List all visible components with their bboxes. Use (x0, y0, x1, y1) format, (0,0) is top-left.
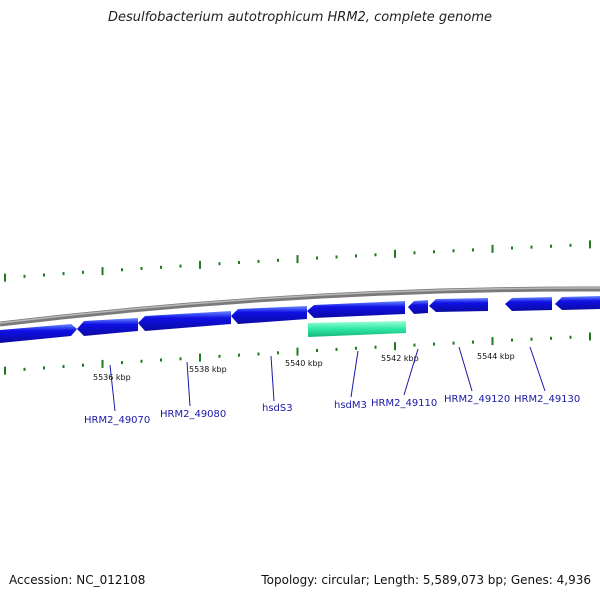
gene-label-leaders (109, 346, 546, 412)
genome-backbone (0, 286, 600, 327)
inner-tick-marks (4, 332, 591, 375)
gene-label[interactable]: hsdM3 (334, 400, 367, 411)
gene-arrow[interactable] (505, 297, 552, 311)
genome-summary: Topology: circular; Length: 5,589,073 bp… (261, 573, 591, 587)
gene-label[interactable]: HRM2_49070 (84, 415, 150, 426)
outer-tick-marks (4, 240, 591, 282)
gene-arrow[interactable] (138, 311, 231, 331)
gene-track (0, 296, 600, 343)
gene-arrow[interactable] (408, 300, 428, 314)
gene-label[interactable]: HRM2_49120 (444, 394, 510, 405)
gene-label[interactable]: HRM2_49080 (160, 409, 226, 420)
accession-label: Accession: NC_012108 (9, 573, 146, 587)
gene-arrow[interactable] (307, 301, 405, 318)
scale-label: 5538 kbp (189, 365, 227, 374)
scale-label: 5540 kbp (285, 359, 323, 368)
gene-arrow[interactable] (555, 296, 600, 310)
gene-arrow[interactable] (231, 306, 307, 324)
map-title: Desulfobacterium autotrophicum HRM2, com… (107, 10, 493, 25)
gene-arrow[interactable] (77, 318, 138, 336)
gene-arrow[interactable] (429, 298, 488, 312)
scale-label: 5542 kbp (381, 354, 419, 363)
gene-arrow[interactable] (0, 324, 77, 343)
gene-label[interactable]: hsdS3 (262, 403, 293, 414)
gene-label[interactable]: HRM2_49130 (514, 394, 580, 405)
gene-label[interactable]: HRM2_49110 (371, 398, 437, 409)
selected-gene[interactable] (308, 321, 406, 337)
scale-label: 5544 kbp (477, 352, 515, 361)
